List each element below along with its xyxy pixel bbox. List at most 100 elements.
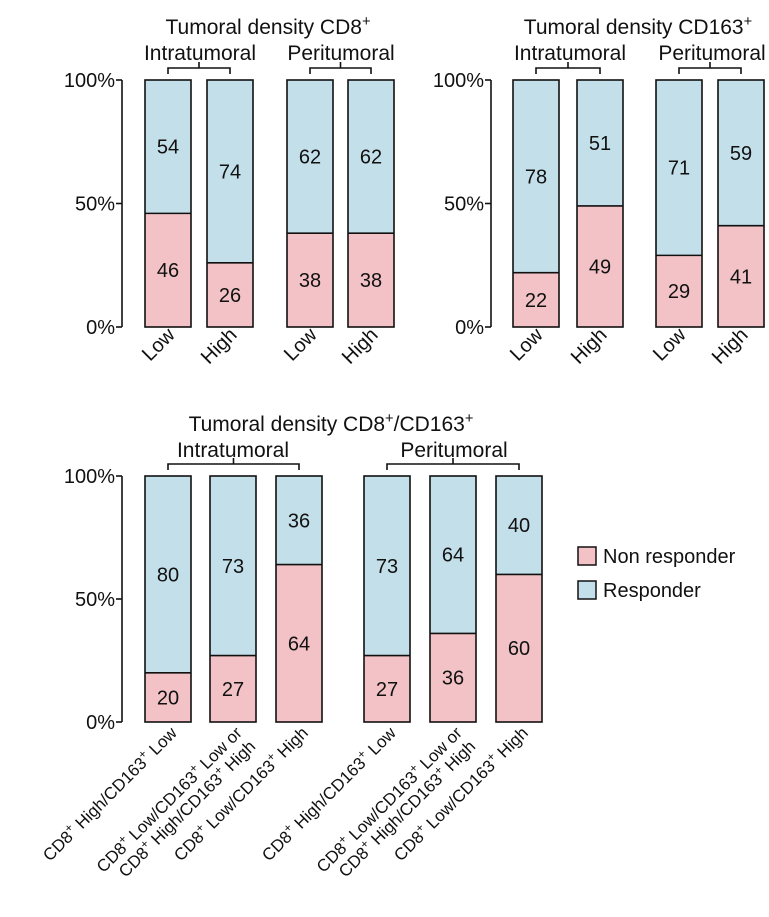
y-tick-label: 100% [64, 466, 115, 488]
group-label-peritumoral: Peritumoral [287, 42, 394, 65]
category-label: Low [649, 324, 691, 366]
bar-non-responder [577, 205, 623, 327]
bar-outline [655, 79, 703, 328]
value-label-non-responder: 29 [668, 281, 690, 303]
group-bracket [678, 62, 742, 74]
bar-responder [430, 476, 476, 634]
category-label: High [197, 324, 242, 369]
group-bracket [167, 62, 231, 74]
value-label-responder: 73 [376, 556, 398, 578]
bar-non-responder [513, 272, 559, 327]
bar-non-responder [145, 213, 191, 327]
value-label-non-responder: 22 [525, 290, 547, 312]
value-label-responder: 74 [219, 161, 241, 183]
value-label-non-responder: 38 [299, 270, 321, 292]
chart-cd8-title: Tumoral density CD8+ [165, 14, 370, 39]
bar-outline [206, 79, 254, 328]
value-label-non-responder: 20 [157, 687, 179, 709]
value-label-non-responder: 27 [222, 679, 244, 701]
group-label-peritumoral: Peritumoral [400, 439, 507, 462]
bar-non-responder [210, 655, 256, 722]
value-label-responder: 54 [157, 137, 179, 159]
category-label: Low [138, 324, 180, 366]
bar-responder [207, 80, 253, 263]
value-label-non-responder: 41 [730, 266, 752, 288]
value-label-responder: 59 [730, 143, 752, 165]
chart-cd163-title: Tumoral density CD163+ [524, 14, 752, 39]
value-label-non-responder: 26 [219, 285, 241, 307]
bar-responder [577, 80, 623, 206]
value-label-responder: 36 [288, 510, 310, 532]
bar-responder [496, 476, 542, 575]
group-bracket [167, 458, 300, 470]
group-label-peritumoral: Peritumoral [658, 42, 765, 65]
bar-outline [576, 79, 624, 328]
group-bracket [386, 458, 520, 470]
group-label-intratumoral: Intratumoral [177, 439, 289, 462]
bar-non-responder [287, 233, 333, 327]
chart-cd8-cd163-title: Tumoral density CD8+/CD163+ [189, 411, 474, 436]
y-tick-label: 50% [444, 194, 484, 216]
bar-non-responder [496, 574, 542, 722]
bar-responder [287, 80, 333, 234]
bar-non-responder [656, 255, 702, 327]
value-label-responder: 51 [589, 133, 611, 155]
bar-responder [513, 80, 559, 273]
y-tick-label: 0% [455, 317, 484, 339]
bar-responder [210, 476, 256, 656]
bar-outline [347, 79, 395, 328]
category-label: Low [506, 324, 548, 366]
chart-cd163: Tumoral density CD163+ Intratumoral Peritu… [433, 14, 766, 369]
bar-outline [429, 475, 477, 723]
value-label-non-responder: 64 [288, 633, 310, 655]
legend: Non responder Responder [577, 546, 736, 602]
legend-swatch-non-responder [577, 546, 597, 566]
value-label-responder: 40 [508, 515, 530, 537]
value-label-responder: 62 [360, 147, 382, 169]
value-label-non-responder: 60 [508, 638, 530, 660]
category-label: High [567, 324, 612, 369]
value-label-non-responder: 38 [360, 270, 382, 292]
legend-label-non-responder: Non responder [603, 546, 736, 568]
bar-non-responder [348, 233, 394, 327]
value-label-responder: 64 [442, 545, 464, 567]
group-label-intratumoral: Intratumoral [514, 42, 626, 65]
chart-cd8-cd163: Tumoral density CD8+/CD163+ Intratumoral P… [39, 411, 543, 881]
bar-non-responder [718, 225, 764, 327]
bar-non-responder [364, 655, 410, 722]
bar-outline [144, 475, 192, 723]
bar-non-responder [276, 564, 322, 722]
bar-outline [209, 475, 257, 723]
legend-swatch-responder [577, 580, 597, 600]
bar-outline [275, 475, 323, 723]
legend-label-responder: Responder [603, 580, 701, 602]
bar-non-responder [430, 633, 476, 722]
y-tick-label: 50% [75, 194, 115, 216]
group-label-intratumoral: Intratumoral [144, 42, 256, 65]
bar-outline [144, 79, 192, 328]
y-tick-label: 50% [75, 589, 115, 611]
bar-responder [348, 80, 394, 234]
y-tick-label: 100% [64, 70, 115, 92]
bar-responder [276, 476, 322, 565]
bar-outline [363, 475, 411, 723]
value-label-non-responder: 27 [376, 679, 398, 701]
value-label-responder: 73 [222, 556, 244, 578]
category-label: High [338, 324, 383, 369]
y-tick-label: 0% [86, 317, 115, 339]
value-label-responder: 62 [299, 147, 321, 169]
value-label-non-responder: 46 [157, 260, 179, 282]
category-label: Low [280, 324, 322, 366]
bar-outline [495, 475, 543, 723]
bar-outline [717, 79, 765, 328]
y-tick-label: 100% [433, 70, 484, 92]
value-label-responder: 78 [525, 166, 547, 188]
bar-outline [512, 79, 560, 328]
bar-responder [656, 80, 702, 256]
bar-responder [718, 80, 764, 226]
group-bracket [535, 62, 601, 74]
value-label-responder: 80 [157, 564, 179, 586]
bar-responder [145, 80, 191, 214]
bar-non-responder [207, 262, 253, 327]
